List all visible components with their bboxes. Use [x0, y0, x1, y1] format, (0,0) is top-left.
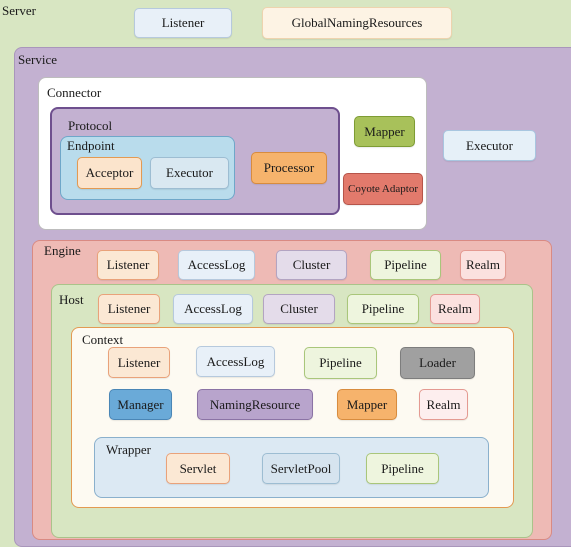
wrapper-label: Wrapper: [106, 442, 151, 457]
host-label: Host: [59, 292, 84, 307]
context-accesslog-box[interactable]: AccessLog: [196, 346, 275, 377]
mapper-box[interactable]: Mapper: [354, 116, 415, 147]
context-label: Context: [82, 332, 124, 347]
context-listener-box[interactable]: Listener: [108, 347, 170, 378]
loader-box[interactable]: Loader: [400, 347, 475, 379]
global-naming-resources-box[interactable]: GlobalNamingResources: [262, 7, 452, 39]
engine-cluster-box[interactable]: Cluster: [276, 250, 347, 280]
context-mapper-box[interactable]: Mapper: [337, 389, 397, 420]
servlet-pool-box[interactable]: ServletPool: [262, 453, 340, 484]
context-realm-box[interactable]: Realm: [419, 389, 468, 420]
engine-realm-box[interactable]: Realm: [460, 250, 506, 280]
service-executor-box[interactable]: Executor: [443, 130, 536, 161]
wrapper-pipeline-box[interactable]: Pipeline: [366, 453, 439, 484]
host-realm-box[interactable]: Realm: [430, 294, 480, 324]
processor-box[interactable]: Processor: [251, 152, 327, 184]
coyote-adaptor-box[interactable]: Coyote Adaptor: [343, 173, 423, 205]
protocol-label: Protocol: [68, 118, 113, 133]
engine-label: Engine: [44, 243, 81, 258]
servlet-box[interactable]: Servlet: [166, 453, 230, 484]
context-pipeline-box[interactable]: Pipeline: [304, 347, 377, 379]
naming-resource-box[interactable]: NamingResource: [197, 389, 313, 420]
host-accesslog-box[interactable]: AccessLog: [173, 294, 253, 324]
acceptor-box[interactable]: Acceptor: [77, 157, 142, 189]
server-label: Server: [2, 3, 36, 18]
engine-accesslog-box[interactable]: AccessLog: [178, 250, 255, 280]
host-pipeline-box[interactable]: Pipeline: [347, 294, 419, 324]
host-listener-box[interactable]: Listener: [98, 294, 160, 324]
server-listener-box[interactable]: Listener: [134, 8, 232, 38]
endpoint-executor-box[interactable]: Executor: [150, 157, 229, 189]
engine-pipeline-box[interactable]: Pipeline: [370, 250, 441, 280]
manager-box[interactable]: Manager: [109, 389, 172, 420]
service-label: Service: [18, 52, 57, 67]
host-cluster-box[interactable]: Cluster: [263, 294, 335, 324]
engine-listener-box[interactable]: Listener: [97, 250, 159, 280]
connector-label: Connector: [47, 85, 102, 100]
endpoint-label: Endpoint: [67, 138, 115, 153]
